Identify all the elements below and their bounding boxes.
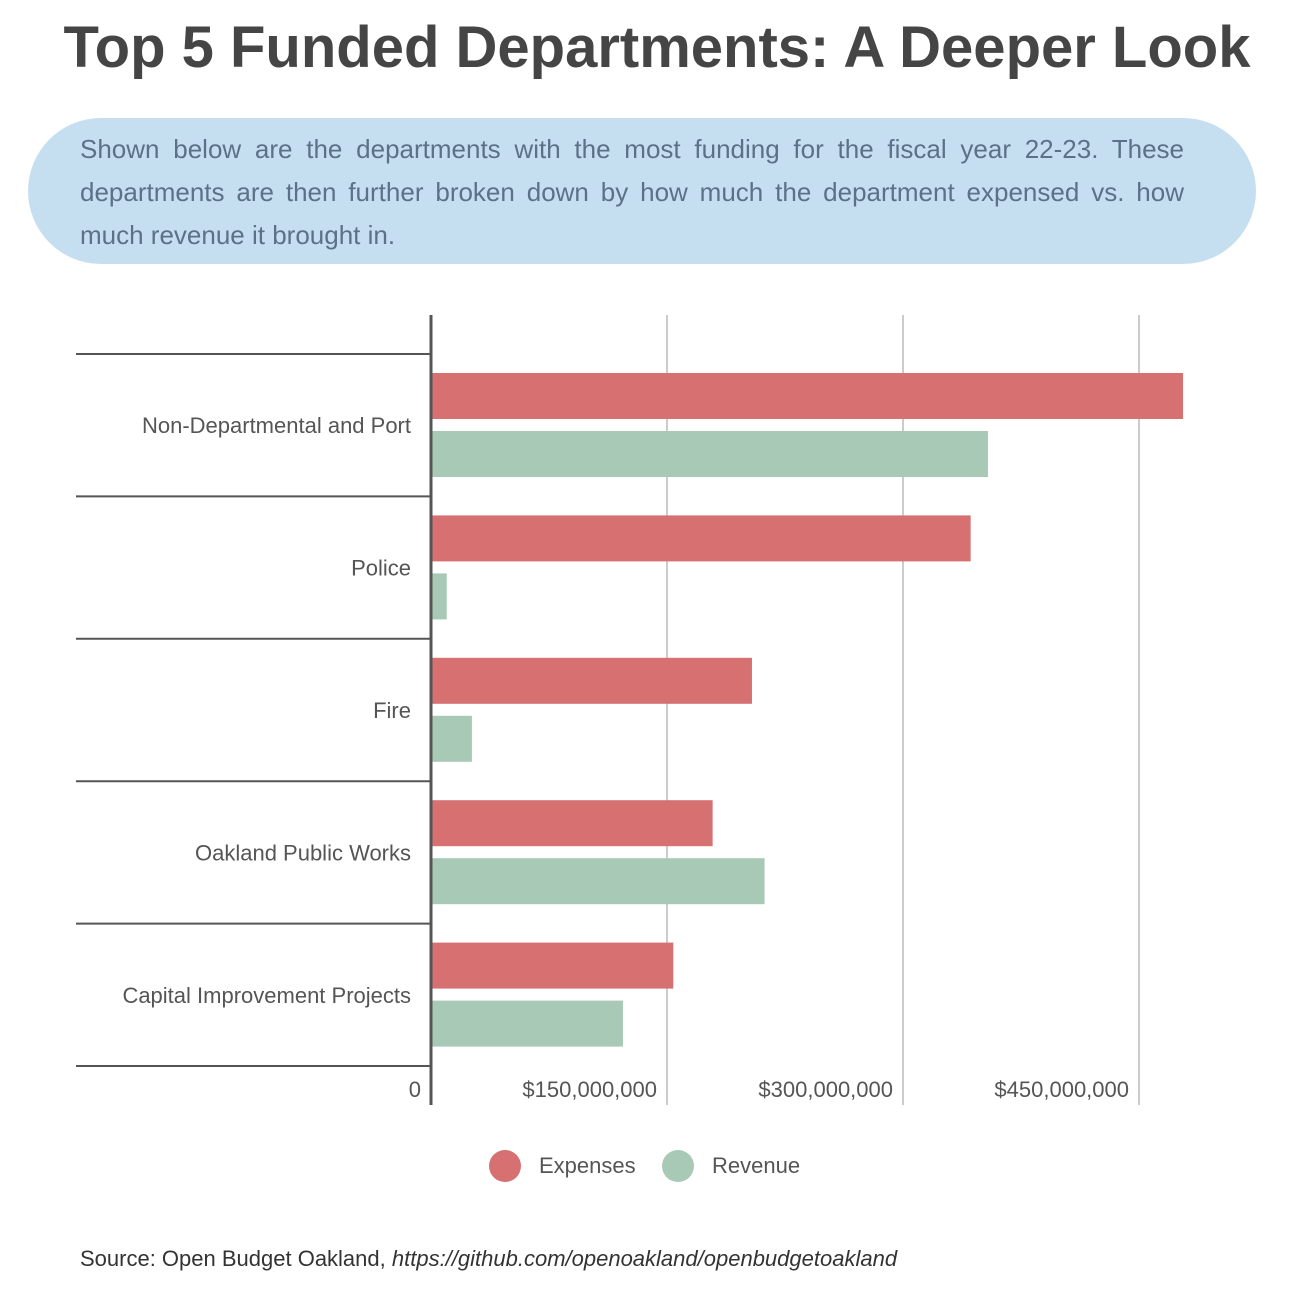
page-title: Top 5 Funded Departments: A Deeper Look bbox=[63, 15, 1251, 80]
category-label-3: Oakland Public Works bbox=[195, 840, 411, 865]
legend-item-revenue[interactable]: Revenue bbox=[662, 1150, 800, 1182]
x-tick-label-1: $150,000,000 bbox=[522, 1077, 657, 1102]
bar-expenses-3 bbox=[431, 800, 713, 847]
category-label-0: Non-Departmental and Port bbox=[142, 413, 411, 438]
bar-revenue-1 bbox=[431, 573, 447, 620]
x-tick-label-3: $450,000,000 bbox=[994, 1077, 1129, 1102]
bar-revenue-3 bbox=[431, 858, 765, 905]
x-tick-label-0: 0 bbox=[409, 1077, 421, 1102]
source-note: Source: Open Budget Oakland, https://git… bbox=[80, 1246, 897, 1272]
category-label-1: Police bbox=[351, 556, 411, 581]
bar-chart: Non-Departmental and Port Police Fire Oakla… bbox=[76, 315, 1184, 1105]
bar-expenses-0 bbox=[431, 373, 1184, 419]
source-link[interactable]: https://github.com/openoakland/openbudge… bbox=[391, 1246, 898, 1271]
subtitle-panel bbox=[28, 118, 1256, 264]
subtitle-text: Shown below are the departments with the… bbox=[80, 134, 1184, 250]
source-prefix: Source: Open Budget Oakland, bbox=[80, 1246, 392, 1271]
bar-expenses-4 bbox=[431, 942, 674, 989]
legend-label-revenue: Revenue bbox=[712, 1153, 801, 1178]
bar-expenses-1 bbox=[431, 515, 971, 562]
legend-swatch-expenses bbox=[489, 1150, 521, 1182]
chart-legend: Expenses Revenue bbox=[0, 1150, 1314, 1190]
legend-item-expenses[interactable]: Expenses bbox=[489, 1150, 636, 1182]
bar-expenses-2 bbox=[431, 657, 752, 704]
category-label-4: Capital Improvement Projects bbox=[122, 983, 411, 1008]
bar-revenue-2 bbox=[431, 715, 472, 762]
x-tick-label-2: $300,000,000 bbox=[758, 1077, 893, 1102]
bar-revenue-4 bbox=[431, 1000, 623, 1047]
legend-label-expenses: Expenses bbox=[539, 1153, 636, 1178]
category-label-2: Fire bbox=[373, 698, 411, 723]
bar-revenue-0 bbox=[431, 431, 988, 477]
legend-swatch-revenue bbox=[662, 1150, 694, 1182]
